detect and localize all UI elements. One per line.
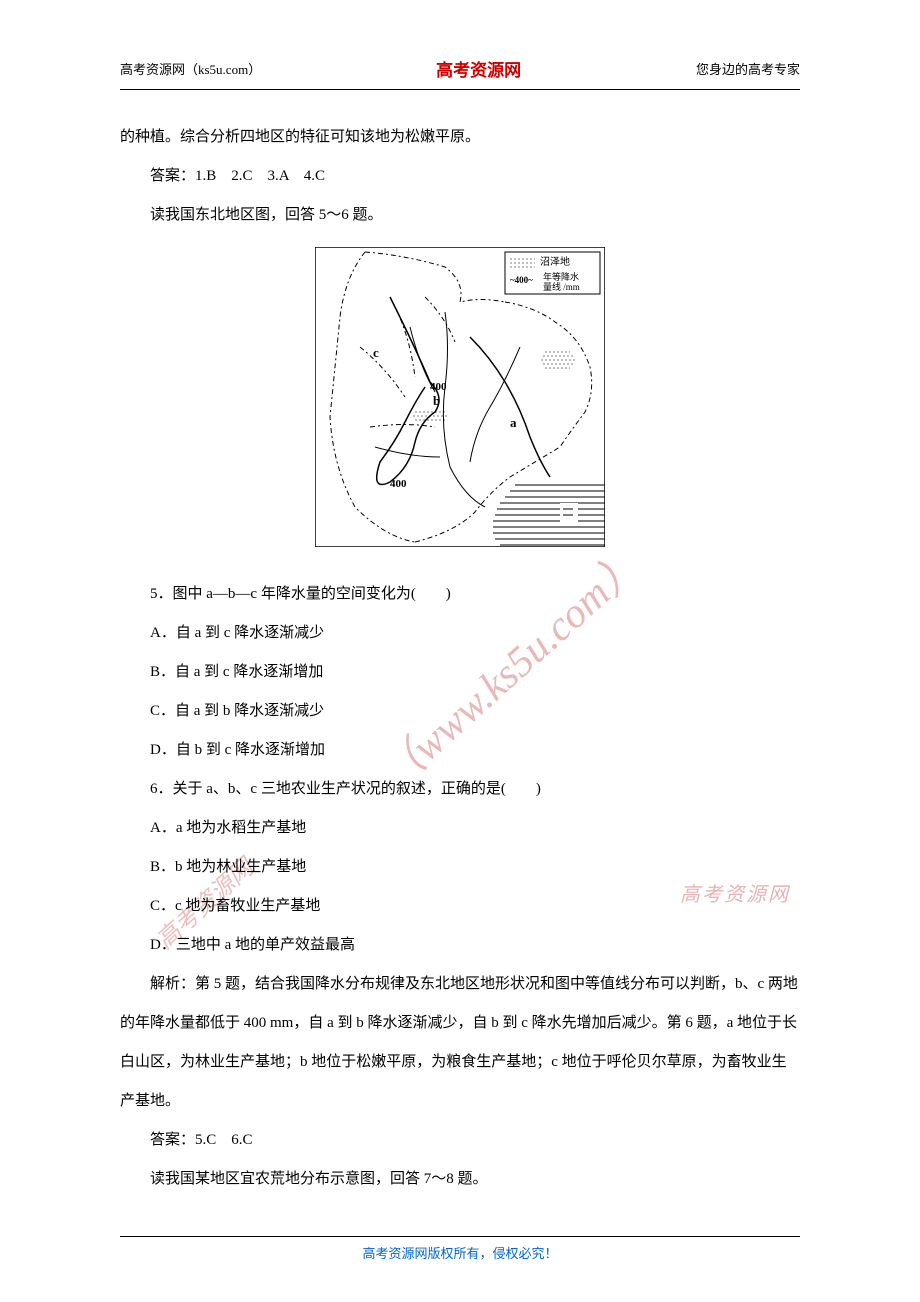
page-header: 高考资源网（ks5u.com） 高考资源网 您身边的高考专家 [120, 56, 800, 90]
answers-5-6: 答案：5.C 6.C [120, 1121, 800, 1160]
legend-precip-label1: 年等降水 [543, 271, 579, 282]
map-figure: 沼泽地 ~400~ 年等降水 量线 /mm [120, 247, 800, 563]
footer-copyright: 高考资源网版权所有，侵权必究！ [362, 1246, 557, 1261]
option-5c: C．自 a 到 b 降水逐渐减少 [120, 692, 800, 731]
option-6d: D．三地中 a 地的单产效益最高 [120, 926, 800, 965]
legend-swamp-label: 沼泽地 [540, 255, 570, 268]
explanation-5-6: 解析：第 5 题，结合我国降水分布规律及东北地区地形状况和图中等值线分布可以判断… [120, 965, 800, 1121]
northeast-china-map: 沼泽地 ~400~ 年等降水 量线 /mm [315, 247, 605, 547]
map-point-b: b [433, 393, 440, 408]
option-6b: B．b 地为林业生产基地 [120, 848, 800, 887]
header-left: 高考资源网（ks5u.com） [120, 59, 261, 78]
map-point-a: a [510, 415, 517, 430]
map-point-c: c [373, 345, 379, 360]
question-5: 5．图中 a—b—c 年降水量的空间变化为( ) [120, 575, 800, 614]
instruction-5-6: 读我国东北地区图，回答 5～6 题。 [120, 196, 800, 235]
map-label-400-2: 400 [390, 478, 407, 490]
option-6a: A．a 地为水稻生产基地 [120, 809, 800, 848]
header-right: 您身边的高考专家 [696, 59, 800, 78]
option-5d: D．自 b 到 c 降水逐渐增加 [120, 731, 800, 770]
option-6c: C．c 地为畜牧业生产基地 [120, 887, 800, 926]
paragraph-continuation: 的种植。综合分析四地区的特征可知该地为松嫩平原。 [120, 118, 800, 157]
instruction-7-8: 读我国某地区宜农荒地分布示意图，回答 7～8 题。 [120, 1160, 800, 1199]
option-5b: B．自 a 到 c 降水逐渐增加 [120, 653, 800, 692]
document-body: 的种植。综合分析四地区的特征可知该地为松嫩平原。 答案：1.B 2.C 3.A … [120, 118, 800, 1199]
option-5a: A．自 a 到 c 降水逐渐减少 [120, 614, 800, 653]
svg-text:~400~: ~400~ [510, 275, 533, 285]
map-label-400-1: 400 [430, 381, 447, 393]
page-footer: 高考资源网版权所有，侵权必究！ [120, 1236, 800, 1262]
header-center-logo: 高考资源网 [436, 56, 521, 81]
legend-precip-label2: 量线 /mm [543, 281, 580, 292]
answers-1-4: 答案：1.B 2.C 3.A 4.C [120, 157, 800, 196]
question-6: 6．关于 a、b、c 三地农业生产状况的叙述，正确的是( ) [120, 770, 800, 809]
